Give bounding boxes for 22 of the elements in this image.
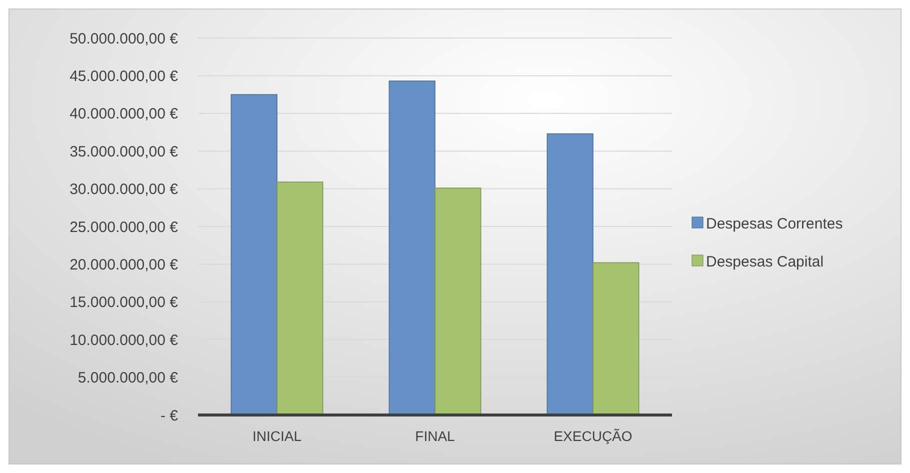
bar xyxy=(592,262,640,416)
bar xyxy=(230,94,278,416)
bar xyxy=(276,182,324,416)
y-tick-label: 30.000.000,00 € xyxy=(70,181,179,198)
y-tick-label: 40.000.000,00 € xyxy=(70,106,179,123)
legend-label: Despesas Capital xyxy=(706,253,824,270)
legend-label: Despesas Correntes xyxy=(706,215,843,232)
bar xyxy=(388,80,436,416)
y-tick-label: 15.000.000,00 € xyxy=(70,294,179,312)
y-tick-label: 10.000.000,00 € xyxy=(70,332,179,349)
bar xyxy=(546,133,594,416)
y-tick-label: - € xyxy=(160,407,179,424)
x-tick-label: INICIAL xyxy=(252,428,302,444)
bar xyxy=(434,188,482,416)
y-tick-label: 25.000.000,00 € xyxy=(70,218,179,236)
y-tick-label: 20.000.000,00 € xyxy=(70,256,179,274)
x-tick-label: FINAL xyxy=(415,428,456,444)
x-tick-label: EXECUÇÃO xyxy=(554,428,632,444)
y-tick-label: 5.000.000,00 € xyxy=(78,370,179,387)
y-tick-label: 50.000.000,00 € xyxy=(70,30,179,48)
y-tick-label: 35.000.000,00 € xyxy=(70,143,179,160)
y-tick-label: 45.000.000,00 € xyxy=(70,68,179,85)
